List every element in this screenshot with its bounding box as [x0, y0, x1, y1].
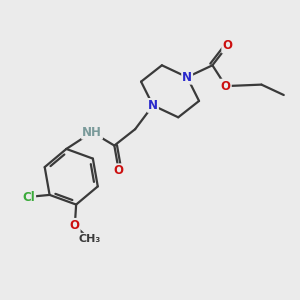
Text: N: N [182, 71, 192, 84]
Text: CH₃: CH₃ [78, 234, 100, 244]
Text: O: O [221, 80, 231, 93]
Text: O: O [114, 164, 124, 177]
Text: O: O [70, 219, 80, 232]
Text: NH: NH [82, 126, 102, 139]
Text: O: O [222, 40, 232, 52]
Text: N: N [148, 99, 158, 112]
Text: Cl: Cl [22, 191, 35, 204]
